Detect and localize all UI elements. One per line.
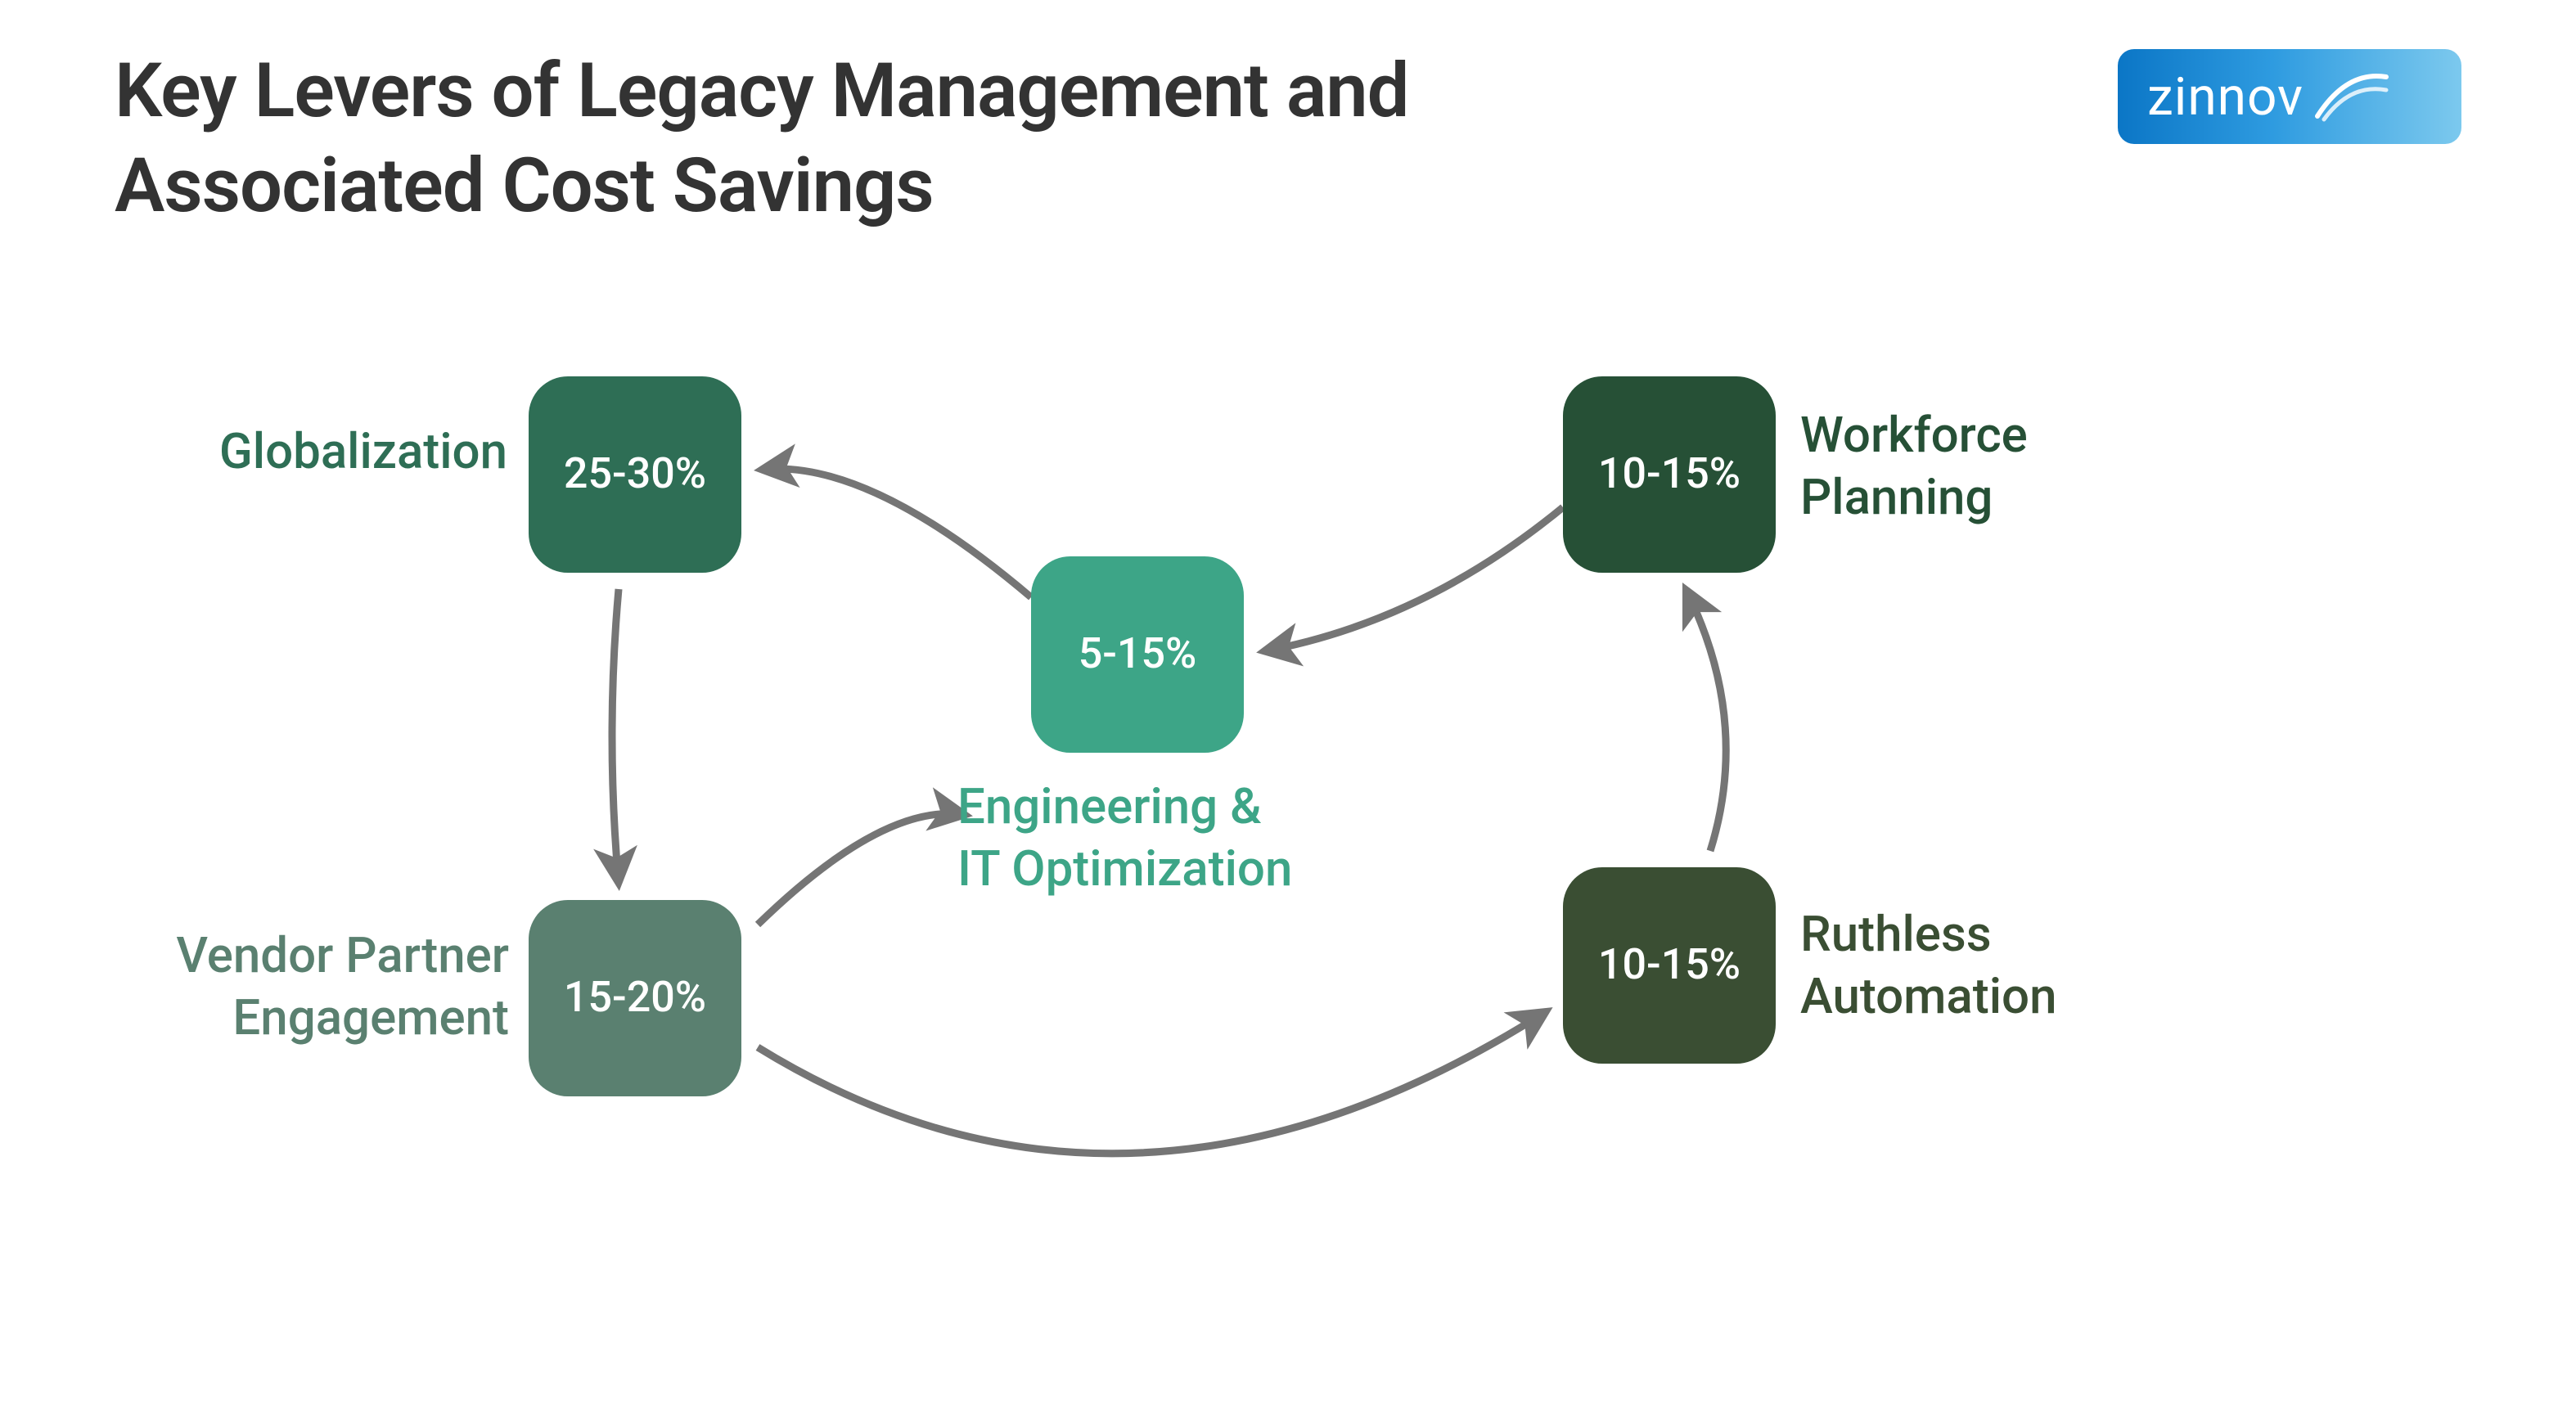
node-value: 10-15%: [1598, 941, 1741, 990]
node-value: 10-15%: [1598, 450, 1741, 499]
logo-text: zinnov: [2147, 65, 2304, 128]
zinnov-logo: zinnov: [2118, 49, 2461, 144]
page-title: Key Levers of Legacy Management andAssoc…: [115, 46, 1408, 234]
node-vendor: 15-20%: [529, 900, 741, 1096]
node-globalization: 25-30%: [529, 376, 741, 573]
diagram-canvas: Key Levers of Legacy Management andAssoc…: [0, 0, 2576, 1404]
node-workforce: 10-15%: [1563, 376, 1776, 573]
logo-swoosh-icon: [2313, 67, 2389, 126]
node-automation: 10-15%: [1563, 867, 1776, 1064]
node-value: 5-15%: [1079, 630, 1197, 679]
label-workforce: WorkforcePlanning: [1800, 406, 2128, 529]
label-engineering: Engineering &IT Optimization: [957, 777, 1383, 900]
node-engineering: 5-15%: [1031, 556, 1244, 753]
node-value: 25-30%: [564, 450, 706, 499]
label-vendor: Vendor PartnerEngagement: [152, 926, 509, 1049]
label-automation: RuthlessAutomation: [1800, 905, 2128, 1028]
label-globalization: Globalization: [196, 422, 507, 484]
node-value: 15-20%: [564, 974, 706, 1023]
